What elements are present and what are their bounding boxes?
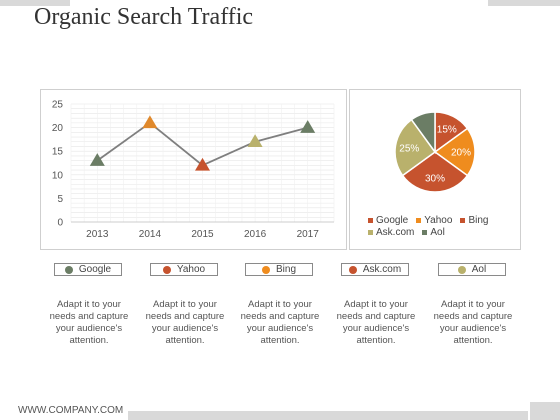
pie-slice [401, 151, 469, 193]
category-pill-bing: Bing [245, 263, 313, 276]
pill-dot [457, 265, 466, 274]
top-decor-bar-right [488, 0, 560, 6]
pie-slice-label: 15% [437, 124, 457, 135]
line-chart-panel: 0 5 10 15 20 25 2013 2014 2015 2016 2017 [40, 89, 347, 250]
footer-decor-block [530, 402, 560, 420]
pie-slice [410, 111, 436, 155]
pie-legend-entry: Bing [460, 215, 488, 226]
top-decor-bar-left [0, 0, 70, 6]
x-tick-label: 2014 [139, 229, 162, 240]
legend-swatch [368, 218, 373, 223]
pie-legend-row-1: Google Yahoo Bing [368, 215, 488, 226]
y-tick-label: 5 [57, 194, 63, 205]
legend-swatch [368, 230, 373, 235]
category-description: Adapt it to your needs and capture your … [336, 299, 416, 346]
pill-label: Google [78, 264, 112, 275]
slide-title: Organic Search Traffic [34, 4, 254, 30]
x-tick-label: 2017 [297, 229, 320, 240]
footer-decor-bar [128, 411, 528, 420]
category-description: Adapt it to your needs and capture your … [49, 299, 129, 346]
legend-label: Ask.com [376, 227, 415, 238]
y-tick-label: 25 [52, 100, 64, 111]
pill-dot [348, 265, 357, 274]
x-tick-label: 2013 [86, 229, 109, 240]
legend-swatch [422, 230, 428, 235]
pill-label: Ask.com [362, 264, 402, 275]
category-pill-aol: Aol [438, 263, 506, 276]
pie-slice-label: 25% [399, 143, 419, 154]
pie-slice [433, 127, 476, 177]
pie-slice-label: 20% [451, 148, 471, 159]
pill-label: Yahoo [176, 264, 206, 275]
y-tick-label: 15 [52, 147, 64, 158]
pie-slice [394, 118, 437, 177]
category-description: Adapt it to your needs and capture your … [145, 299, 225, 346]
pill-dot [162, 265, 171, 274]
y-tick-label: 10 [52, 170, 64, 181]
pie-slice-label: 30% [425, 174, 445, 185]
category-pill-google: Google [54, 263, 122, 276]
line-chart: 0 5 10 15 20 25 2013 2014 2015 2016 2017 [52, 100, 335, 240]
y-tick-label: 0 [57, 218, 63, 229]
data-point-marker [195, 157, 210, 171]
category-pill-yahoo: Yahoo [150, 263, 218, 276]
pie-legend-row-2: Ask.com Aol [368, 227, 445, 238]
pill-dot [64, 265, 73, 274]
legend-label: Google [376, 215, 409, 226]
pie-chart: 15% 20% 30% 25% [394, 111, 476, 193]
data-point-marker [300, 120, 316, 133]
data-point-marker [142, 115, 158, 129]
x-tick-label: 2015 [191, 229, 214, 240]
pill-label: Aol [471, 264, 487, 275]
pie-chart-panel: 15% 20% 30% 25% [349, 89, 521, 250]
footer-website: WWW.COMPANY.COM [18, 405, 124, 416]
data-point-marker [247, 134, 263, 148]
pill-dot [261, 265, 270, 274]
pie-legend-entry: Ask.com [368, 227, 414, 238]
pie-legend-entry: Yahoo [416, 215, 452, 226]
legend-swatch [416, 218, 422, 223]
legend-label: Bing [468, 215, 489, 226]
category-description: Adapt it to your needs and capture your … [433, 299, 513, 346]
category-description: Adapt it to your needs and capture your … [240, 299, 320, 346]
legend-label: Yahoo [424, 215, 453, 226]
y-tick-label: 20 [52, 123, 64, 134]
pill-label: Bing [275, 264, 296, 275]
x-tick-label: 2016 [244, 229, 267, 240]
data-point-marker [89, 153, 105, 166]
legend-label: Aol [430, 227, 445, 238]
legend-swatch [460, 218, 466, 223]
category-pill-ask-com: Ask.com [341, 263, 409, 276]
pie-legend-entry: Google [368, 215, 408, 226]
pie-legend-entry: Aol [422, 227, 445, 238]
